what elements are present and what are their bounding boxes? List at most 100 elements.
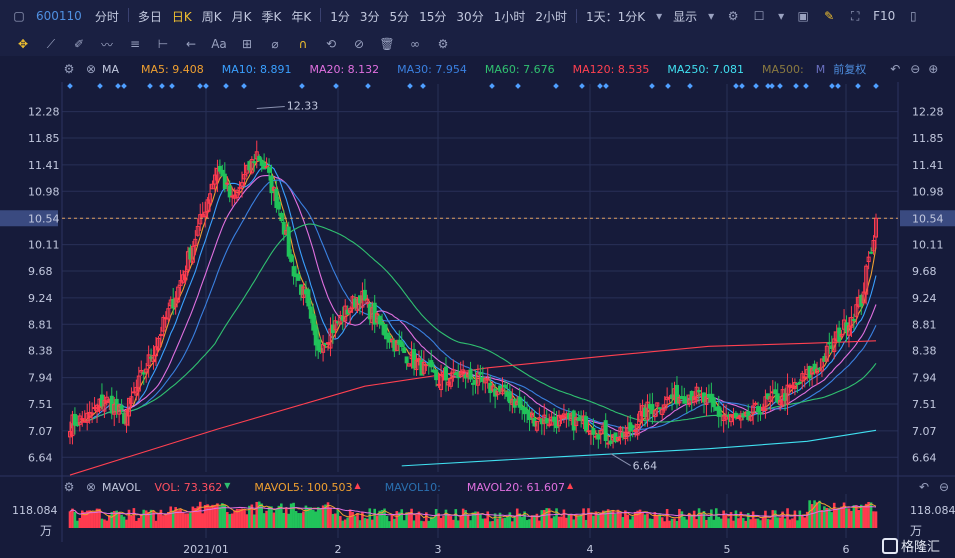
channel-tool-icon[interactable]: ≡ (129, 37, 141, 51)
volume-bar (638, 509, 642, 528)
tab-timeframe[interactable]: 分时 (94, 9, 119, 24)
tab-timeframe[interactable]: 3分 (359, 9, 380, 24)
wave-tool-icon[interactable]: 〰 (100, 37, 113, 52)
volume-bar (144, 510, 148, 528)
price-tick-label: 9.24 (28, 292, 53, 305)
hide-icon[interactable]: ⊘ (353, 37, 365, 51)
candle-body (200, 213, 205, 218)
display-button[interactable]: 显示 (673, 9, 698, 24)
tab-timeframe[interactable]: 多日 (137, 9, 162, 24)
volume-bar (739, 511, 743, 528)
layout-icon[interactable]: ▣ (797, 9, 809, 23)
range-tool-icon[interactable]: ⊢ (157, 37, 169, 51)
candle-body (736, 416, 741, 420)
tab-timeframe[interactable]: 1分 (330, 9, 350, 24)
candle-body (817, 367, 822, 370)
volume-bar (518, 513, 521, 528)
candle-body (773, 389, 778, 395)
pen-tool-icon[interactable]: ✐ (73, 37, 85, 51)
gear-icon[interactable]: ⚙ (63, 62, 75, 76)
candle-body (778, 399, 783, 405)
tab-timeframe[interactable]: 30分 (456, 9, 484, 24)
candle-body (286, 226, 291, 257)
zoom-out-icon[interactable]: ⊖ (910, 62, 921, 76)
gear-icon[interactable]: ⚙ (727, 9, 739, 23)
crosshair-move-icon[interactable]: ✥ (17, 37, 29, 51)
tab-timeframe[interactable]: 日K (171, 9, 192, 24)
volume-bar (624, 510, 627, 528)
volume-bar (216, 503, 219, 528)
gear-icon[interactable]: ⚙ (63, 480, 75, 494)
undo-icon[interactable]: ↶ (890, 62, 901, 76)
chevron-down-icon[interactable]: ▾ (778, 9, 785, 23)
volume-bar (289, 503, 293, 528)
stock-code[interactable]: 600110 (36, 9, 82, 23)
tab-timeframe[interactable]: 1小时 (493, 9, 526, 24)
text-tool-icon[interactable]: Aa (211, 37, 227, 51)
chevron-down-icon[interactable]: ▾ (656, 9, 663, 23)
close-icon[interactable]: ⊗ (85, 480, 97, 494)
period-select[interactable]: 1天：1分K (585, 9, 646, 24)
magnet-icon[interactable]: ∩ (298, 37, 308, 51)
trash-icon[interactable]: 🗑 (379, 37, 395, 51)
close-icon[interactable]: ⊗ (85, 62, 97, 76)
candle-body (620, 432, 625, 438)
tab-timeframe[interactable]: 15分 (419, 9, 447, 24)
candle-body (126, 397, 131, 417)
candle-body (316, 339, 321, 351)
ma-more: M (815, 62, 826, 76)
candle-body (775, 393, 780, 403)
line-tool-icon[interactable]: ⟋ (46, 36, 56, 51)
candle-body (792, 382, 797, 390)
settings-icon[interactable]: ⚙ (437, 37, 449, 51)
checkbox-icon[interactable]: ☐ (753, 9, 765, 23)
candle-body (340, 315, 345, 321)
volume-bar (238, 508, 241, 528)
volume-bar (186, 513, 190, 528)
trend-arrow-icon: ▲ (566, 480, 574, 490)
volume-bar (272, 512, 276, 528)
chevron-down-icon[interactable]: ▾ (708, 9, 715, 23)
sync-icon[interactable]: ⟲ (325, 37, 337, 51)
volume-bar (76, 520, 79, 528)
volume-bar (614, 513, 617, 528)
fullscreen-icon[interactable]: ⛶ (850, 8, 860, 23)
candle-body (677, 396, 682, 404)
volume-bar (191, 506, 195, 528)
tab-timeframe[interactable]: 年K (291, 9, 312, 24)
zoom-out-icon[interactable]: ⊖ (938, 480, 950, 494)
tab-timeframe[interactable]: 季K (261, 9, 282, 24)
adjust-label[interactable]: 前复权 (833, 63, 867, 76)
link-icon[interactable]: ∞ (410, 37, 420, 51)
volume-bar (68, 511, 72, 528)
zoom-in-icon[interactable]: ⊕ (928, 62, 939, 76)
eraser-icon[interactable]: ⌀ (271, 37, 279, 51)
tab-timeframe[interactable]: 5分 (389, 9, 410, 24)
undo-icon[interactable]: ↶ (918, 480, 930, 494)
volume-bar (469, 520, 472, 528)
volume-bar (828, 508, 831, 528)
window-icon[interactable]: ▢ (13, 9, 25, 23)
measure-tool-icon[interactable]: ⊞ (241, 37, 253, 51)
pencil-icon[interactable]: ✎ (824, 9, 835, 23)
f10-button[interactable]: F10 (873, 9, 896, 23)
arrow-tool-icon[interactable]: ← (185, 37, 197, 51)
price-tick-label: 7.07 (28, 425, 53, 438)
candle-body (785, 384, 790, 405)
volume-bar (196, 506, 200, 528)
candle-body (404, 356, 409, 364)
volume-bar (818, 500, 821, 528)
volume-bar (810, 504, 814, 528)
volume-bar (171, 510, 175, 528)
candle-body (458, 371, 463, 377)
tab-timeframe[interactable]: 月K (231, 9, 252, 24)
volume-bar (152, 510, 155, 528)
tab-timeframe[interactable]: 周K (201, 9, 222, 24)
drawing-toolbar: ✥ ⟋ ✐ 〰 ≡ ⊢ ← Aa ⊞ ⌀ ∩ ⟲ ⊘ 🗑 ∞ ⚙ (0, 32, 955, 56)
tab-timeframe[interactable]: 2小时 (535, 9, 567, 24)
vol-item: MAVOL10: (384, 480, 441, 494)
expand-icon[interactable]: ▯ (910, 9, 917, 23)
candle-body (488, 382, 493, 394)
volume-bar (840, 506, 843, 528)
